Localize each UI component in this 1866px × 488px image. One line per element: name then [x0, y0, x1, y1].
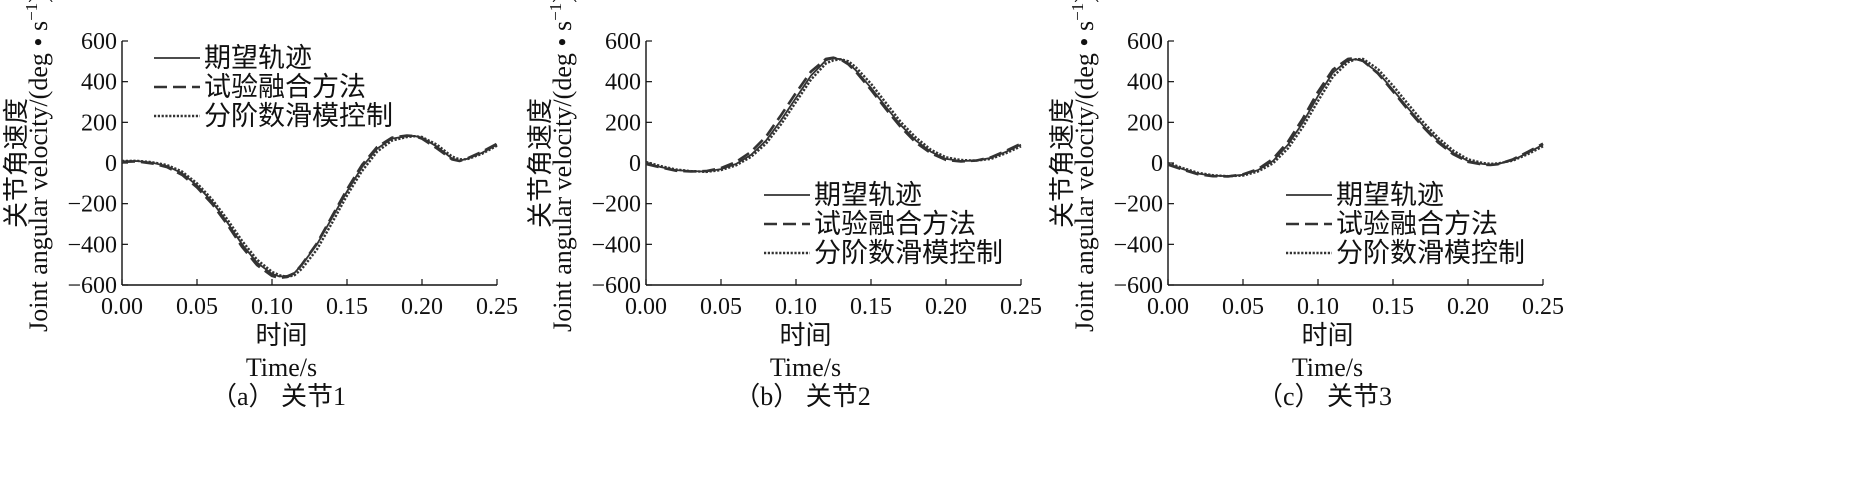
y-tick-label: −400 [1113, 232, 1163, 258]
y-axis-label-en-text: Joint angular velocity/(deg • s [548, 21, 577, 332]
x-tick-label: 0.20 [925, 294, 967, 320]
y-tick-label: 600 [1127, 29, 1163, 55]
y-axis-label-superscript: −1 [546, 3, 565, 21]
y-tick-label: 0 [105, 151, 117, 177]
x-tick-label: 0.00 [1147, 294, 1189, 320]
y-tick-label: 0 [1151, 151, 1163, 177]
x-tick-label: 0.00 [625, 294, 667, 320]
x-tick-label: 0.25 [1522, 294, 1564, 320]
series-line-dashed [645, 56, 1022, 173]
x-tick-label: 0.05 [1222, 294, 1264, 320]
y-axis-label-cn: 关节角速度 [526, 98, 555, 228]
y-axis-label-en: Joint angular velocity/(deg • s−1) [546, 0, 577, 332]
y-axis-label-superscript: −1 [1068, 3, 1087, 21]
y-axis-label-close: ) [24, 0, 53, 3]
figure-caption: （c） 关节3 [1257, 382, 1392, 411]
x-tick-label: 0.05 [176, 294, 218, 320]
legend-label: 期望轨迹 [204, 43, 312, 73]
y-tick-label: −400 [591, 232, 641, 258]
y-axis-label-close: ) [548, 0, 577, 3]
y-tick-label: −400 [67, 232, 117, 258]
legend-label: 试验融合方法 [814, 209, 976, 239]
x-axis-label-en: Time/s [246, 353, 317, 382]
figure-caption: （a） 关节1 [211, 382, 346, 411]
y-tick-label: −200 [591, 192, 641, 218]
x-tick-label: 0.25 [1000, 294, 1042, 320]
y-axis-label-cn: 关节角速度 [2, 98, 31, 228]
x-axis-label-cn: 时间 [1301, 321, 1353, 350]
x-tick-label: 0.20 [1447, 294, 1489, 320]
y-tick-label: 600 [605, 29, 641, 55]
y-tick-label: 200 [1127, 110, 1163, 136]
y-tick-label: −600 [1113, 273, 1163, 299]
figure-caption: （b） 关节2 [734, 382, 871, 411]
legend-label: 期望轨迹 [1336, 180, 1444, 210]
series-line-solid [121, 135, 498, 278]
series-line-dashed [121, 134, 498, 280]
x-tick-label: 0.15 [850, 294, 892, 320]
x-axis-label-en: Time/s [1292, 353, 1363, 382]
y-tick-label: −600 [591, 273, 641, 299]
series-line-solid [1167, 58, 1544, 178]
x-axis-label-en: Time/s [770, 353, 841, 382]
series-line-solid [645, 57, 1022, 173]
x-axis-label-cn: 时间 [779, 321, 831, 350]
x-tick-label: 0.10 [251, 294, 293, 320]
y-tick-label: −200 [1113, 192, 1163, 218]
x-axis-label-cn: 时间 [255, 321, 307, 350]
y-tick-label: 400 [1127, 70, 1163, 96]
y-tick-label: 0 [629, 151, 641, 177]
x-tick-label: 0.05 [700, 294, 742, 320]
y-tick-label: 200 [81, 110, 117, 136]
x-tick-label: 0.20 [401, 294, 443, 320]
series-line-dotted [121, 135, 498, 279]
y-tick-label: 400 [81, 70, 117, 96]
legend-label: 试验融合方法 [1336, 209, 1498, 239]
x-tick-label: 0.25 [476, 294, 518, 320]
y-axis-label-en: Joint angular velocity/(deg • s−1) [1068, 0, 1099, 332]
legend-label: 试验融合方法 [204, 72, 366, 102]
x-tick-label: 0.15 [326, 294, 368, 320]
y-tick-label: 200 [605, 110, 641, 136]
legend-label: 分阶数滑模控制 [1336, 238, 1525, 268]
x-tick-label: 0.15 [1372, 294, 1414, 320]
y-axis-label-cn: 关节角速度 [1048, 98, 1077, 228]
x-tick-label: 0.00 [101, 294, 143, 320]
y-axis-label-superscript: −1 [22, 3, 41, 21]
x-tick-label: 0.10 [1297, 294, 1339, 320]
y-tick-label: 600 [81, 29, 117, 55]
y-axis-label-en-text: Joint angular velocity/(deg • s [24, 21, 53, 332]
legend-label: 期望轨迹 [814, 180, 922, 210]
x-tick-label: 0.10 [775, 294, 817, 320]
legend-label: 分阶数滑模控制 [204, 101, 393, 131]
series-line-dotted [1167, 57, 1544, 178]
series-line-dotted [645, 58, 1022, 174]
y-tick-label: −200 [67, 192, 117, 218]
y-tick-label: −600 [67, 273, 117, 299]
y-tick-label: 400 [605, 70, 641, 96]
legend-label: 分阶数滑模控制 [814, 238, 1003, 268]
series-line-dashed [1167, 57, 1544, 178]
y-axis-label-close: ) [1070, 0, 1099, 3]
y-axis-label-en: Joint angular velocity/(deg • s−1) [22, 0, 53, 332]
y-axis-label-en-text: Joint angular velocity/(deg • s [1070, 21, 1099, 332]
